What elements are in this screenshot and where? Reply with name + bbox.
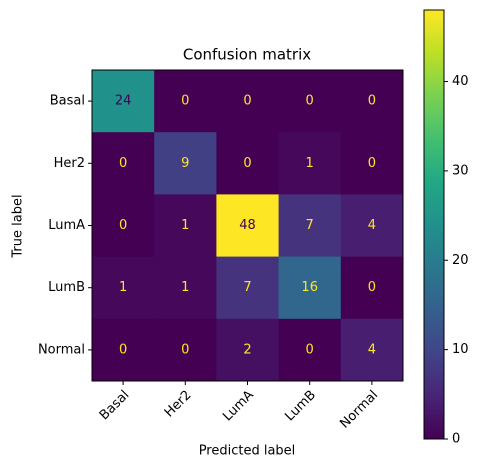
cell-label: 0 <box>368 280 376 295</box>
cell <box>216 70 280 133</box>
x-tick-label: Her2 <box>162 388 195 421</box>
cell <box>154 132 217 195</box>
colorbar <box>423 9 445 440</box>
y-tick-label: Normal <box>38 342 85 357</box>
cell-label: 0 <box>119 342 127 357</box>
cell-label: 48 <box>239 218 256 233</box>
cell <box>92 194 155 258</box>
cell-label: 0 <box>306 342 314 357</box>
cell <box>92 318 155 382</box>
cell-label: 0 <box>119 218 127 233</box>
cell-label: 16 <box>301 280 318 295</box>
cell <box>278 194 342 258</box>
cell-label: 0 <box>181 94 189 109</box>
cell-label: 0 <box>119 156 127 171</box>
y-tick-label: LumB <box>48 280 85 295</box>
cell <box>278 256 342 320</box>
cell-label: 0 <box>243 156 251 171</box>
y-tick-label: Basal <box>50 94 85 109</box>
cell <box>216 256 280 320</box>
cell-label: 4 <box>368 342 376 357</box>
cell-label: 2 <box>243 342 251 357</box>
cell <box>278 318 342 382</box>
colorbar-tick-label: 0 <box>452 432 460 447</box>
cell-label: 1 <box>119 280 127 295</box>
cell <box>154 318 217 382</box>
cell <box>154 256 217 320</box>
cell-label: 0 <box>368 94 376 109</box>
cell <box>92 70 155 133</box>
cell <box>340 318 404 382</box>
cell-label: 1 <box>306 156 314 171</box>
cell <box>278 70 342 133</box>
cell <box>216 194 280 258</box>
x-tick-label: Normal <box>337 388 381 432</box>
colorbar-tick-label: 20 <box>452 253 469 268</box>
cell <box>92 256 155 320</box>
x-tick-label: Basal <box>97 388 133 424</box>
colorbar-tick-label: 30 <box>452 163 469 178</box>
y-tick-label: LumA <box>48 218 85 233</box>
cell-label: 1 <box>181 218 189 233</box>
colorbar-tick-label: 10 <box>452 342 469 357</box>
cell-label: 4 <box>368 218 376 233</box>
cell-label: 9 <box>181 156 189 171</box>
cell-label: 7 <box>243 280 251 295</box>
cell-label: 1 <box>181 280 189 295</box>
chart-title: Confusion matrix <box>183 46 311 64</box>
x-tick-label: LumA <box>220 388 257 425</box>
cell <box>340 256 404 320</box>
x-axis-label: Predicted label <box>199 444 296 459</box>
cell-label: 0 <box>181 342 189 357</box>
cell <box>340 70 404 133</box>
cell-label: 0 <box>306 94 314 109</box>
cell-label: 7 <box>306 218 314 233</box>
y-axis-label: True label <box>11 194 26 258</box>
cell <box>340 132 404 195</box>
cell-label: 24 <box>115 94 132 109</box>
x-tick-label: LumB <box>282 388 319 425</box>
cell <box>278 132 342 195</box>
cell <box>154 194 217 258</box>
cell <box>154 70 217 133</box>
cell-label: 0 <box>243 94 251 109</box>
cell <box>92 132 155 195</box>
y-tick-label: Her2 <box>54 156 85 171</box>
colorbar-tick-label: 40 <box>452 74 469 89</box>
cell-label: 0 <box>368 156 376 171</box>
cell <box>216 318 280 382</box>
cell <box>216 132 280 195</box>
cell <box>340 194 404 258</box>
